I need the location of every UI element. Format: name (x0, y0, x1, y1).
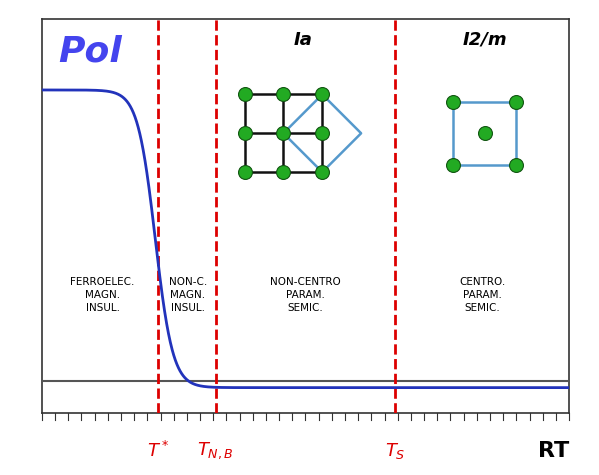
Text: I2/m: I2/m (462, 31, 507, 49)
Text: Ia: Ia (294, 31, 312, 49)
Text: Pol: Pol (58, 35, 122, 69)
Text: $T_{N,B}$: $T_{N,B}$ (198, 441, 234, 461)
Text: FERROELEC.
MAGN.
INSUL.: FERROELEC. MAGN. INSUL. (70, 277, 135, 313)
Text: CENTRO.
PARAM.
SEMIC.: CENTRO. PARAM. SEMIC. (459, 277, 505, 313)
Text: $T_S$: $T_S$ (385, 441, 406, 461)
Text: NON-CENTRO
PARAM.
SEMIC.: NON-CENTRO PARAM. SEMIC. (270, 277, 341, 313)
Text: NON-C.
MAGN.
INSUL.: NON-C. MAGN. INSUL. (169, 277, 207, 313)
Text: RT: RT (538, 441, 569, 461)
Text: $T^*$: $T^*$ (147, 441, 169, 461)
